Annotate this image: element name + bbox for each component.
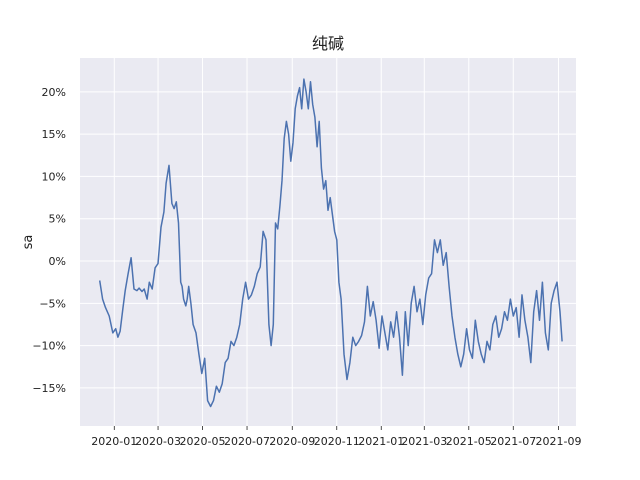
grid bbox=[80, 58, 576, 426]
x-tick-label: 2020-05 bbox=[180, 435, 226, 448]
series-lines bbox=[98, 78, 563, 408]
y-tick-label: −15% bbox=[32, 382, 66, 395]
x-tick-label: 2020-09 bbox=[269, 435, 315, 448]
y-tick-label: 5% bbox=[49, 213, 66, 226]
y-tick-label: −5% bbox=[39, 297, 66, 310]
plot-background bbox=[80, 58, 576, 426]
series-line-0 bbox=[98, 78, 563, 408]
y-tick-label: 20% bbox=[42, 86, 66, 99]
chart-title: 纯碱 bbox=[312, 34, 344, 53]
x-tick-label: 2021-03 bbox=[401, 435, 447, 448]
y-tick-label: −10% bbox=[32, 340, 66, 353]
x-tick-label: 2020-11 bbox=[314, 435, 360, 448]
y-tick-label: 0% bbox=[49, 255, 66, 268]
x-tick-label: 2020-03 bbox=[135, 435, 181, 448]
y-axis-label: sa bbox=[21, 235, 36, 250]
x-tick-label: 2021-01 bbox=[358, 435, 404, 448]
y-tick-label: 10% bbox=[42, 170, 66, 183]
y-tick-label: 15% bbox=[42, 128, 66, 141]
x-tick-label: 2021-05 bbox=[446, 435, 492, 448]
x-tick-label: 2020-01 bbox=[91, 435, 137, 448]
x-tick-label: 2021-07 bbox=[490, 435, 536, 448]
y-axis: −15% −10% −5% 0% 5% 10% 15% 20% bbox=[32, 86, 66, 395]
x-tick-label: 2021-09 bbox=[536, 435, 582, 448]
x-tick-label: 2020-07 bbox=[224, 435, 270, 448]
